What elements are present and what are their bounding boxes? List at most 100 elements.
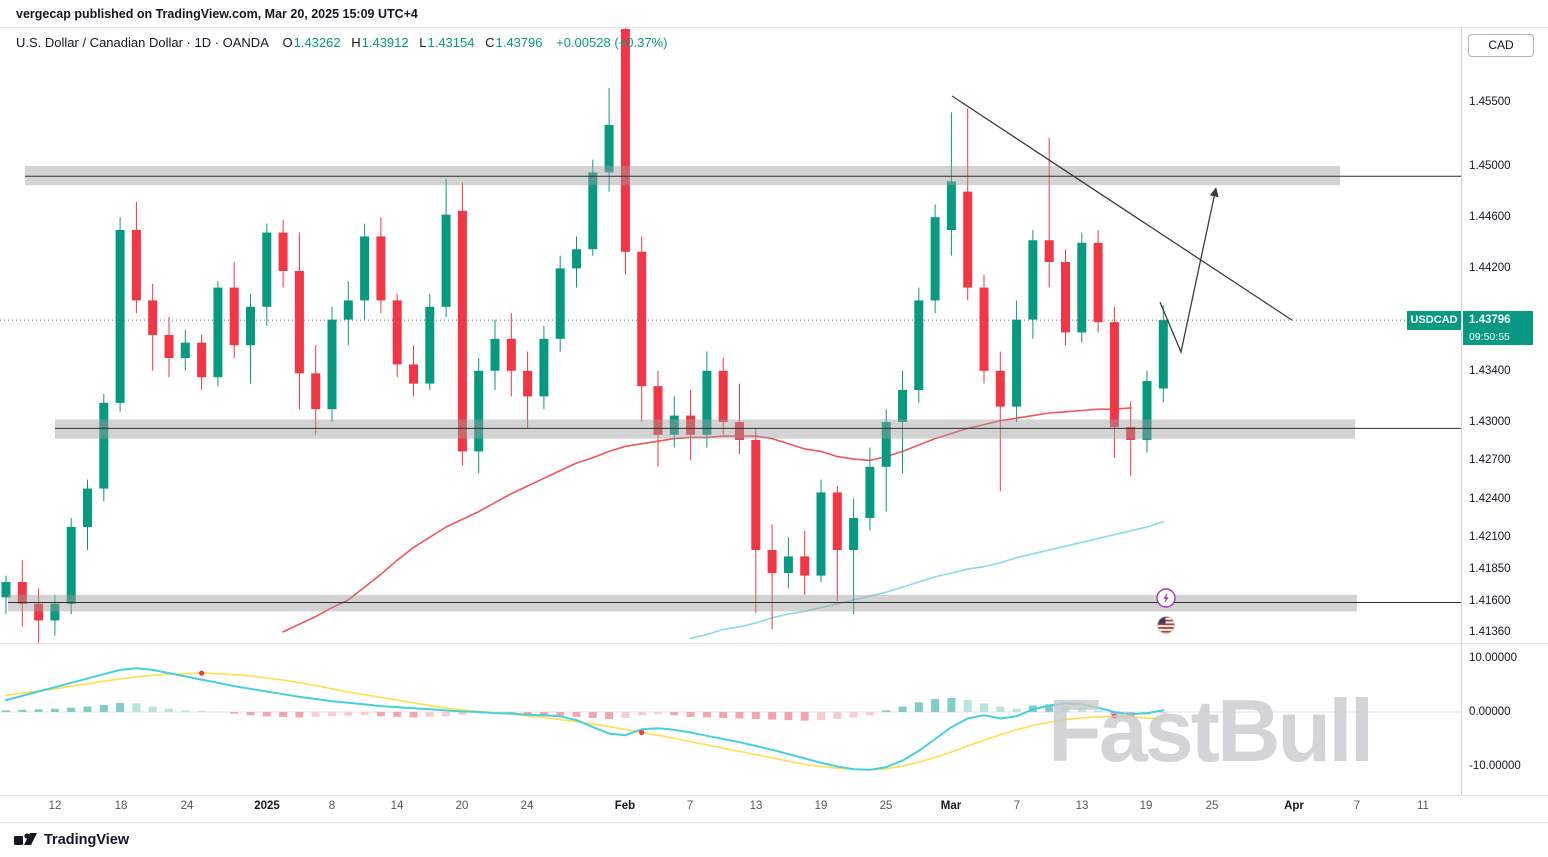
macd-hist-bar (213, 711, 222, 713)
macd-hist-bar (849, 712, 858, 718)
macd-hist-bar (83, 706, 92, 712)
candle (1, 582, 11, 598)
candle (66, 526, 76, 604)
time-axis-tick: 24 (520, 800, 534, 812)
price-chart-canvas[interactable] (0, 28, 1462, 795)
candle (995, 370, 1005, 407)
macd-hist-bar (50, 708, 59, 712)
macd-hist-bar (1110, 712, 1119, 716)
projection-arrow[interactable] (1159, 187, 1219, 355)
bar-countdown: 09:50:55 (1463, 330, 1533, 346)
macd-hist-bar (947, 697, 956, 712)
candle (1126, 427, 1136, 440)
candle (392, 300, 402, 365)
indicator-axis-label: 10.00000 (1469, 652, 1517, 664)
macd-hist-bar (865, 712, 874, 716)
price-axis-label: 1.44600 (1469, 211, 1511, 224)
main-pane (0, 28, 1462, 644)
candle (180, 342, 190, 358)
candle (767, 550, 777, 574)
sr-zone[interactable] (8, 594, 1357, 612)
macd-hist-bar (686, 712, 695, 717)
tradingview-wordmark[interactable]: TradingView (44, 832, 130, 848)
macd-hist-bar (181, 710, 190, 712)
candle (83, 488, 92, 527)
candle (409, 364, 418, 384)
time-axis-tick: 14 (390, 800, 404, 812)
candle (99, 402, 109, 489)
symbol-title[interactable]: U.S. Dollar / Canadian Dollar · 1D · OAN… (16, 35, 269, 50)
candle (718, 370, 728, 422)
footer: TradingView (0, 823, 1548, 857)
indicator-axis-label: 0.00000 (1469, 706, 1511, 718)
candle (523, 370, 533, 397)
candle (278, 232, 288, 271)
descending-trendline[interactable] (951, 95, 1293, 321)
candle (164, 334, 174, 358)
sr-zone[interactable] (55, 419, 1355, 439)
macd-hist-bar (882, 710, 891, 712)
publish-header: vergecap published on TradingView.com, M… (0, 0, 1548, 28)
candle (816, 492, 826, 576)
candle (865, 466, 875, 518)
candle (669, 415, 679, 435)
time-axis-tick: 13 (749, 800, 763, 812)
candle (1158, 320, 1168, 389)
time-axis-tick: Feb (614, 800, 636, 812)
macd-hist-bar (637, 712, 646, 716)
time-axis-tick: 2025 (254, 800, 280, 812)
price-axis-label: 1.43000 (1469, 416, 1511, 428)
sr-zone[interactable] (25, 166, 1340, 186)
candle (376, 236, 386, 301)
quote-currency-toggle[interactable]: CAD (1468, 34, 1534, 57)
us-flag-icon[interactable] (1157, 616, 1175, 635)
candle (637, 251, 647, 387)
macd-hist-bar (311, 712, 320, 717)
time-axis-separator (0, 795, 1548, 796)
candle (898, 390, 907, 422)
candle (849, 518, 859, 550)
macd-hist-bar (442, 712, 451, 717)
candle (441, 214, 451, 307)
macd-hist-bar (116, 702, 125, 712)
price-axis-label: 1.42100 (1469, 531, 1511, 544)
pane-separator[interactable] (0, 643, 1548, 644)
time-axis[interactable]: 12 18 24 2025 8 14 20 24 Feb 7 13 19 25 Mar 7 13 19 25 Apr… (0, 795, 1462, 822)
candle (1093, 242, 1103, 323)
price-axis[interactable]: CAD 1.43796 09:50:55 1.45500 1.45000 1.446… (1462, 28, 1548, 822)
candle (588, 172, 598, 250)
footer-separator (0, 822, 1548, 823)
macd-hist-bar (588, 712, 597, 718)
price-axis-label: 1.42400 (1469, 492, 1511, 505)
candle (751, 439, 761, 550)
tradingview-logo-icon[interactable] (14, 832, 37, 848)
candle (229, 287, 239, 346)
macd-hist-bar (393, 712, 402, 717)
macd-hist-bar (344, 712, 353, 716)
candle (620, 29, 630, 252)
macd-hist-bar (784, 712, 793, 721)
macd-hist-bar (621, 712, 630, 718)
candle (115, 230, 125, 403)
time-axis-tick: 11 (1417, 800, 1429, 812)
candle (425, 306, 435, 384)
macd-hist-bar (654, 712, 662, 715)
macd-hist-bar (817, 712, 825, 721)
macd-hist-bar (425, 712, 434, 717)
macd-hist-bar (751, 712, 760, 720)
macd-hist-bar (165, 708, 173, 712)
macd-hist-bar (67, 707, 76, 712)
macd-hist-bar (572, 712, 581, 717)
macd-cross-dot (639, 729, 645, 736)
macd-hist-bar (735, 712, 744, 719)
macd-hist-bar (328, 712, 336, 717)
symbol-price-tag: USDCAD (1407, 311, 1461, 331)
candle (506, 338, 516, 371)
candle (490, 338, 500, 371)
candle (800, 556, 810, 576)
lightning-event-icon[interactable] (1156, 588, 1176, 608)
macd-hist-bar (539, 712, 548, 715)
time-axis-tick: 25 (1205, 800, 1219, 812)
candle (572, 249, 581, 269)
